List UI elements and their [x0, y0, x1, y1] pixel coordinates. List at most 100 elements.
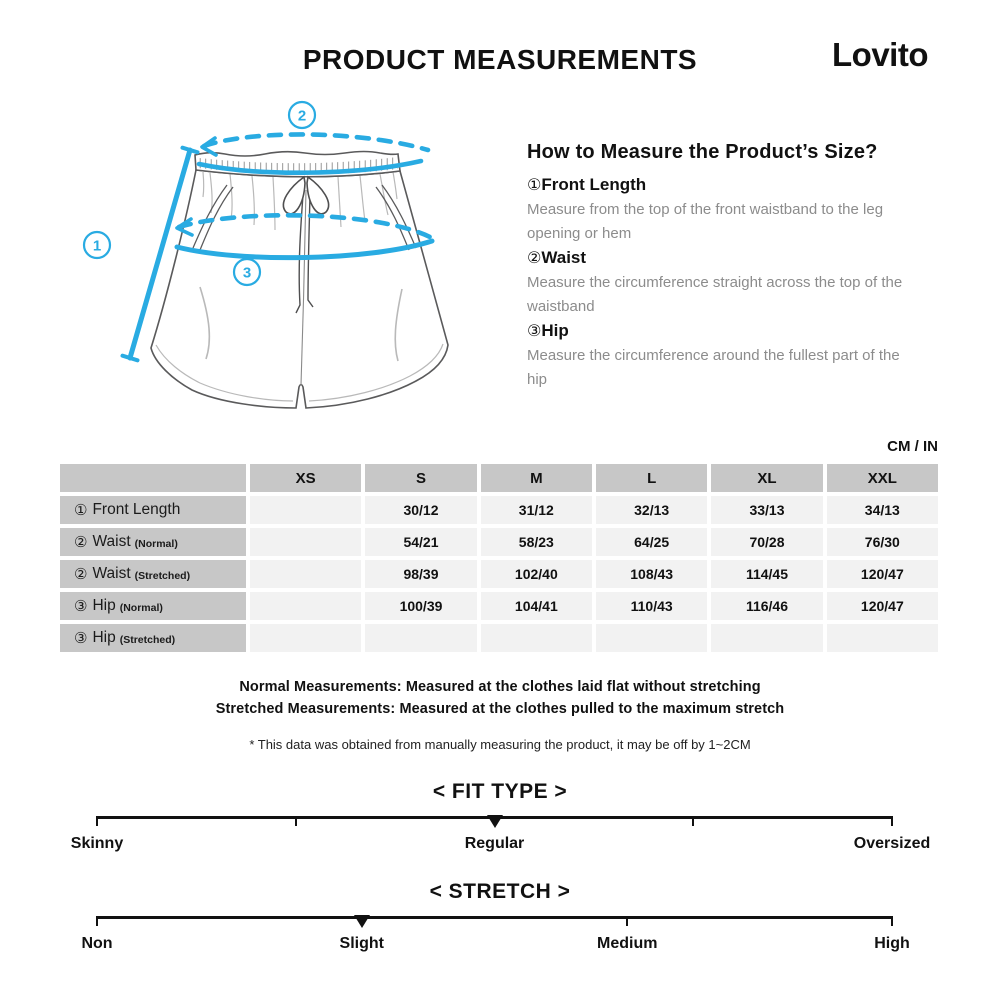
row-label-waist-stretched: ② Waist (Stretched)	[60, 560, 246, 588]
table-cell	[250, 560, 362, 588]
table-cell: 30/12	[365, 496, 477, 524]
page-title: PRODUCT MEASUREMENTS	[302, 44, 698, 75]
table-cell: 102/40	[480, 560, 592, 588]
column-header-l: L	[596, 464, 708, 492]
row-2-sub-label: (Normal)	[134, 537, 178, 550]
row-2-circled-number: ②	[74, 534, 88, 551]
row-1-circled-number: ①	[74, 502, 88, 519]
item-3-label: Hip	[541, 321, 569, 340]
row-5-circled-number: ③	[74, 630, 88, 647]
stretch-scale: Non Slight Medium High	[81, 915, 910, 952]
table-cell: 33/13	[711, 496, 823, 524]
pocket-lines	[192, 184, 417, 251]
row-1-label-text: Front Length	[92, 501, 181, 518]
table-cell: 98/39	[365, 560, 477, 588]
measure-item-hip: ③Hip Measure the circumference around th…	[527, 319, 947, 392]
table-cell: 120/47	[826, 560, 938, 588]
table-cell: 32/13	[596, 496, 708, 524]
stretch-title: < STRETCH >	[429, 880, 571, 903]
table-cell: 116/46	[711, 592, 823, 620]
column-header-s: S	[365, 464, 477, 492]
row-4-sub-label: (Normal)	[119, 601, 163, 614]
row-label-front-length: ① Front Length	[60, 496, 246, 524]
table-cell: 54/21	[365, 528, 477, 556]
fit-tick-right	[891, 816, 893, 826]
callout-3-number: 3	[243, 265, 251, 282]
column-header-xs: XS	[250, 464, 362, 492]
fit-tick-left	[96, 816, 98, 826]
stretch-label-slight: Slight	[339, 935, 384, 952]
row-5-sub-label: (Stretched)	[119, 633, 176, 646]
table-cell	[826, 624, 938, 652]
front-length-measure-line	[120, 145, 200, 363]
item-1-label: Front Length	[541, 175, 647, 194]
row-4-circled-number: ③	[74, 598, 88, 615]
row-2-label-text: Waist	[92, 533, 131, 550]
table-cell	[250, 496, 362, 524]
how-to-measure-section: How to Measure the Product’s Size? ①Fron…	[527, 140, 947, 392]
note-stretched: Stretched Measurements: Measured at the …	[215, 701, 785, 717]
table-cell: 58/23	[480, 528, 592, 556]
stretch-marker-icon	[353, 915, 370, 928]
table-cell	[250, 624, 362, 652]
row-5-label-text: Hip	[92, 629, 116, 646]
hip-measure-line	[174, 212, 435, 261]
how-to-measure-title: How to Measure the Product’s Size?	[527, 141, 878, 163]
column-header-blank	[60, 464, 246, 492]
drawstring-bow	[282, 175, 330, 314]
table-cell: 110/43	[596, 592, 708, 620]
row-3-circled-number: ②	[74, 566, 88, 583]
stretch-label-non: Non	[81, 935, 113, 952]
measurement-notes: Normal Measurements: Measured at the clo…	[0, 676, 1000, 720]
callout-1-badge: 1	[82, 230, 112, 260]
table-cell: 34/13	[826, 496, 938, 524]
stretch-label-high: High	[874, 935, 910, 952]
measure-item-front-length: ①Front Length Measure from the top of th…	[527, 173, 947, 246]
table-cell	[250, 528, 362, 556]
item-3-number: ③	[527, 323, 542, 340]
stretch-tick-two-thirds	[626, 916, 629, 926]
callout-1-number: 1	[93, 238, 101, 255]
table-cell	[596, 624, 708, 652]
callout-2-badge: 2	[287, 100, 317, 130]
row-3-label-text: Waist	[92, 565, 131, 582]
size-table: XS S M L XL XXL ① Front Length 30/12 31/…	[60, 464, 938, 652]
stretch-tick-right	[891, 916, 893, 926]
item-2-label: Waist	[541, 248, 587, 267]
table-cell: 76/30	[826, 528, 938, 556]
table-cell: 114/45	[711, 560, 823, 588]
table-cell: 31/12	[480, 496, 592, 524]
table-cell: 108/43	[596, 560, 708, 588]
table-cell: 104/41	[480, 592, 592, 620]
row-4-label-text: Hip	[92, 597, 116, 614]
table-cell	[711, 624, 823, 652]
item-2-number: ②	[527, 250, 542, 267]
column-header-xl: XL	[711, 464, 823, 492]
measure-item-waist: ②Waist Measure the circumference straigh…	[527, 246, 947, 319]
fit-type-marker-icon	[486, 815, 503, 828]
fabric-fold-lines	[155, 171, 444, 402]
fit-label-skinny: Skinny	[70, 835, 124, 852]
table-cell: 70/28	[711, 528, 823, 556]
note-normal: Normal Measurements: Measured at the clo…	[239, 679, 761, 695]
center-seam	[300, 189, 307, 386]
table-cell: 100/39	[365, 592, 477, 620]
fit-type-title: < FIT TYPE >	[432, 780, 568, 803]
row-label-hip-stretched: ③ Hip (Stretched)	[60, 624, 246, 652]
stretch-label-medium: Medium	[597, 935, 658, 952]
fit-tick-three-quarter	[692, 816, 695, 826]
table-cell: 64/25	[596, 528, 708, 556]
item-2-description: Measure the circumference straight acros…	[527, 274, 903, 315]
fit-label-oversized: Oversized	[853, 835, 931, 852]
unit-label: CM / IN	[887, 438, 938, 455]
column-header-m: M	[480, 464, 592, 492]
table-cell: 120/47	[826, 592, 938, 620]
table-cell	[480, 624, 592, 652]
shorts-measurement-diagram: 1 2 3	[82, 100, 449, 409]
table-cell	[365, 624, 477, 652]
callout-3-badge: 3	[232, 257, 262, 287]
disclaimer-note: * This data was obtained from manually m…	[249, 737, 751, 752]
row-3-sub-label: (Stretched)	[134, 569, 191, 582]
brand-logo: Lovito	[832, 36, 928, 73]
